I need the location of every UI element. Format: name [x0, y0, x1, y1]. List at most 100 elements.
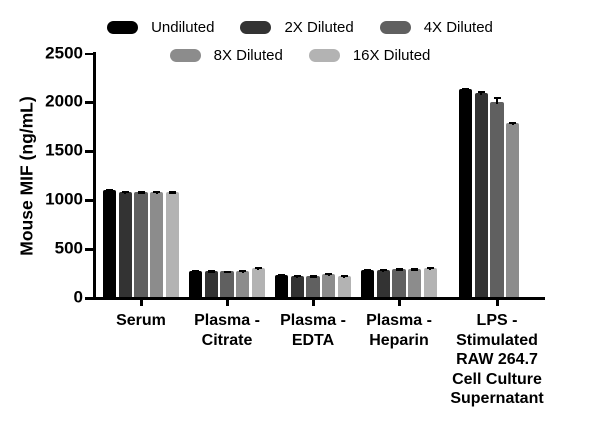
error-bar-cap [278, 273, 286, 277]
bar-2x-diluted-g0 [118, 191, 132, 297]
legend-item: 2X Diluted [240, 19, 354, 36]
x-category-label: Serum [81, 311, 201, 331]
x-category-label-line: EDTA [291, 331, 335, 349]
legend-item: Undiluted [107, 19, 214, 36]
x-category-label-line: Stimulated [456, 331, 538, 349]
x-category-label-line: Heparin [369, 331, 429, 349]
x-tick [312, 300, 315, 306]
error-bar-cap [192, 270, 200, 273]
error-bar-stem [496, 96, 498, 105]
error-bar-cap [239, 269, 247, 273]
error-bar-cap [254, 266, 262, 270]
legend-swatch-icon [240, 21, 272, 34]
legend-label: 8X Diluted [213, 47, 283, 64]
bar-2x-diluted-g3 [376, 269, 390, 297]
x-category-label-line: Plasma - [366, 312, 432, 329]
bar-4x-diluted-g2 [306, 276, 320, 297]
bar-2x-diluted-g1 [204, 271, 218, 297]
y-tick [85, 248, 93, 251]
x-tick [496, 300, 499, 306]
error-bar-cap [395, 268, 403, 271]
error-bar-cap [426, 266, 434, 270]
bar-16x-diluted-g1 [251, 267, 265, 297]
legend-swatch-icon [379, 21, 411, 34]
legend-label: 2X Diluted [284, 19, 354, 36]
bar-undiluted-g0 [103, 190, 117, 297]
x-category-label-line: Citrate [201, 331, 253, 349]
x-category-label: Plasma - EDTA [253, 311, 373, 350]
error-bar-cap [121, 190, 129, 194]
y-tick-label: 500 [54, 238, 83, 258]
y-axis-title: Mouse MIF (ng/mL) [16, 96, 37, 256]
x-category-label-line: Serum [116, 312, 166, 329]
legend-label: 16X Diluted [352, 47, 431, 64]
x-category-label-line: Cell Culture [452, 370, 542, 388]
error-bar-cap [168, 191, 176, 194]
x-category-label-line: Supernatant [450, 390, 544, 407]
y-tick-label: 2000 [45, 91, 83, 111]
bar-undiluted-g3 [361, 269, 375, 297]
bar-16x-diluted-g2 [337, 275, 351, 297]
y-tick [85, 199, 93, 202]
y-tick-label: 2500 [45, 43, 83, 63]
legend-item: 16X Diluted [308, 47, 431, 64]
x-tick [398, 300, 401, 306]
x-category-label-line: Plasma - [280, 312, 346, 329]
bar-undiluted-g4 [459, 88, 473, 297]
y-tick [85, 297, 93, 300]
y-tick [85, 52, 93, 55]
error-bar-cap [340, 274, 348, 278]
y-axis-line [93, 52, 96, 300]
bar-4x-diluted-g3 [392, 269, 406, 297]
legend-label: Undiluted [151, 19, 215, 36]
bar-4x-diluted-g1 [220, 271, 234, 297]
legend-row-2: 8X Diluted 16X Diluted [0, 47, 600, 64]
error-bar-cap [223, 270, 231, 274]
bar-undiluted-g2 [275, 274, 289, 297]
bar-8x-diluted-g0 [150, 191, 164, 297]
x-category-label: Plasma - Heparin [339, 311, 459, 350]
x-category-label-line: RAW 264.7 [456, 351, 538, 368]
x-tick [140, 300, 143, 306]
y-tick [85, 150, 93, 153]
legend-label: 4X Diluted [423, 19, 493, 36]
x-category-label-line: Plasma - [194, 312, 260, 329]
bar-16x-diluted-g0 [165, 192, 179, 297]
error-bar-cap [293, 274, 301, 278]
error-bar-cap [325, 272, 333, 276]
bar-8x-diluted-g3 [408, 269, 422, 297]
error-bar-cap [153, 190, 161, 194]
legend-swatch-icon [169, 49, 201, 62]
error-bar-cap [379, 268, 387, 272]
error-bar-cap [411, 268, 419, 271]
error-bar-cap [207, 270, 215, 273]
error-bar-cap [477, 90, 485, 94]
legend-row-1: Undiluted 2X Diluted 4X Diluted [0, 19, 600, 36]
bar-2x-diluted-g2 [290, 275, 304, 297]
y-tick-label: 0 [73, 287, 83, 307]
legend-item: 8X Diluted [169, 47, 283, 64]
bar-8x-diluted-g2 [322, 273, 336, 297]
y-tick-label: 1500 [45, 140, 83, 160]
error-bar-cap [509, 121, 517, 125]
bar-undiluted-g1 [189, 270, 203, 297]
error-bar-cap [462, 87, 470, 91]
legend-swatch-icon [308, 49, 340, 62]
legend-swatch-icon [107, 21, 139, 34]
y-tick [85, 101, 93, 104]
bar-4x-diluted-g4 [490, 102, 504, 297]
bar-4x-diluted-g0 [134, 192, 148, 297]
legend-item: 4X Diluted [379, 19, 493, 36]
bar-2x-diluted-g4 [474, 92, 488, 297]
x-category-label: LPS - Stimulated RAW 264.7 Cell Culture Supe… [437, 311, 557, 409]
error-bar-cap [137, 191, 145, 194]
bar-8x-diluted-g1 [236, 270, 250, 297]
x-axis-line [93, 297, 545, 300]
error-bar-cap [106, 188, 114, 192]
x-category-label-line: LPS - [476, 312, 518, 329]
error-bar-cap [364, 268, 372, 272]
x-category-label: Plasma - Citrate [167, 311, 287, 350]
bar-8x-diluted-g4 [506, 122, 520, 297]
x-tick [226, 300, 229, 306]
